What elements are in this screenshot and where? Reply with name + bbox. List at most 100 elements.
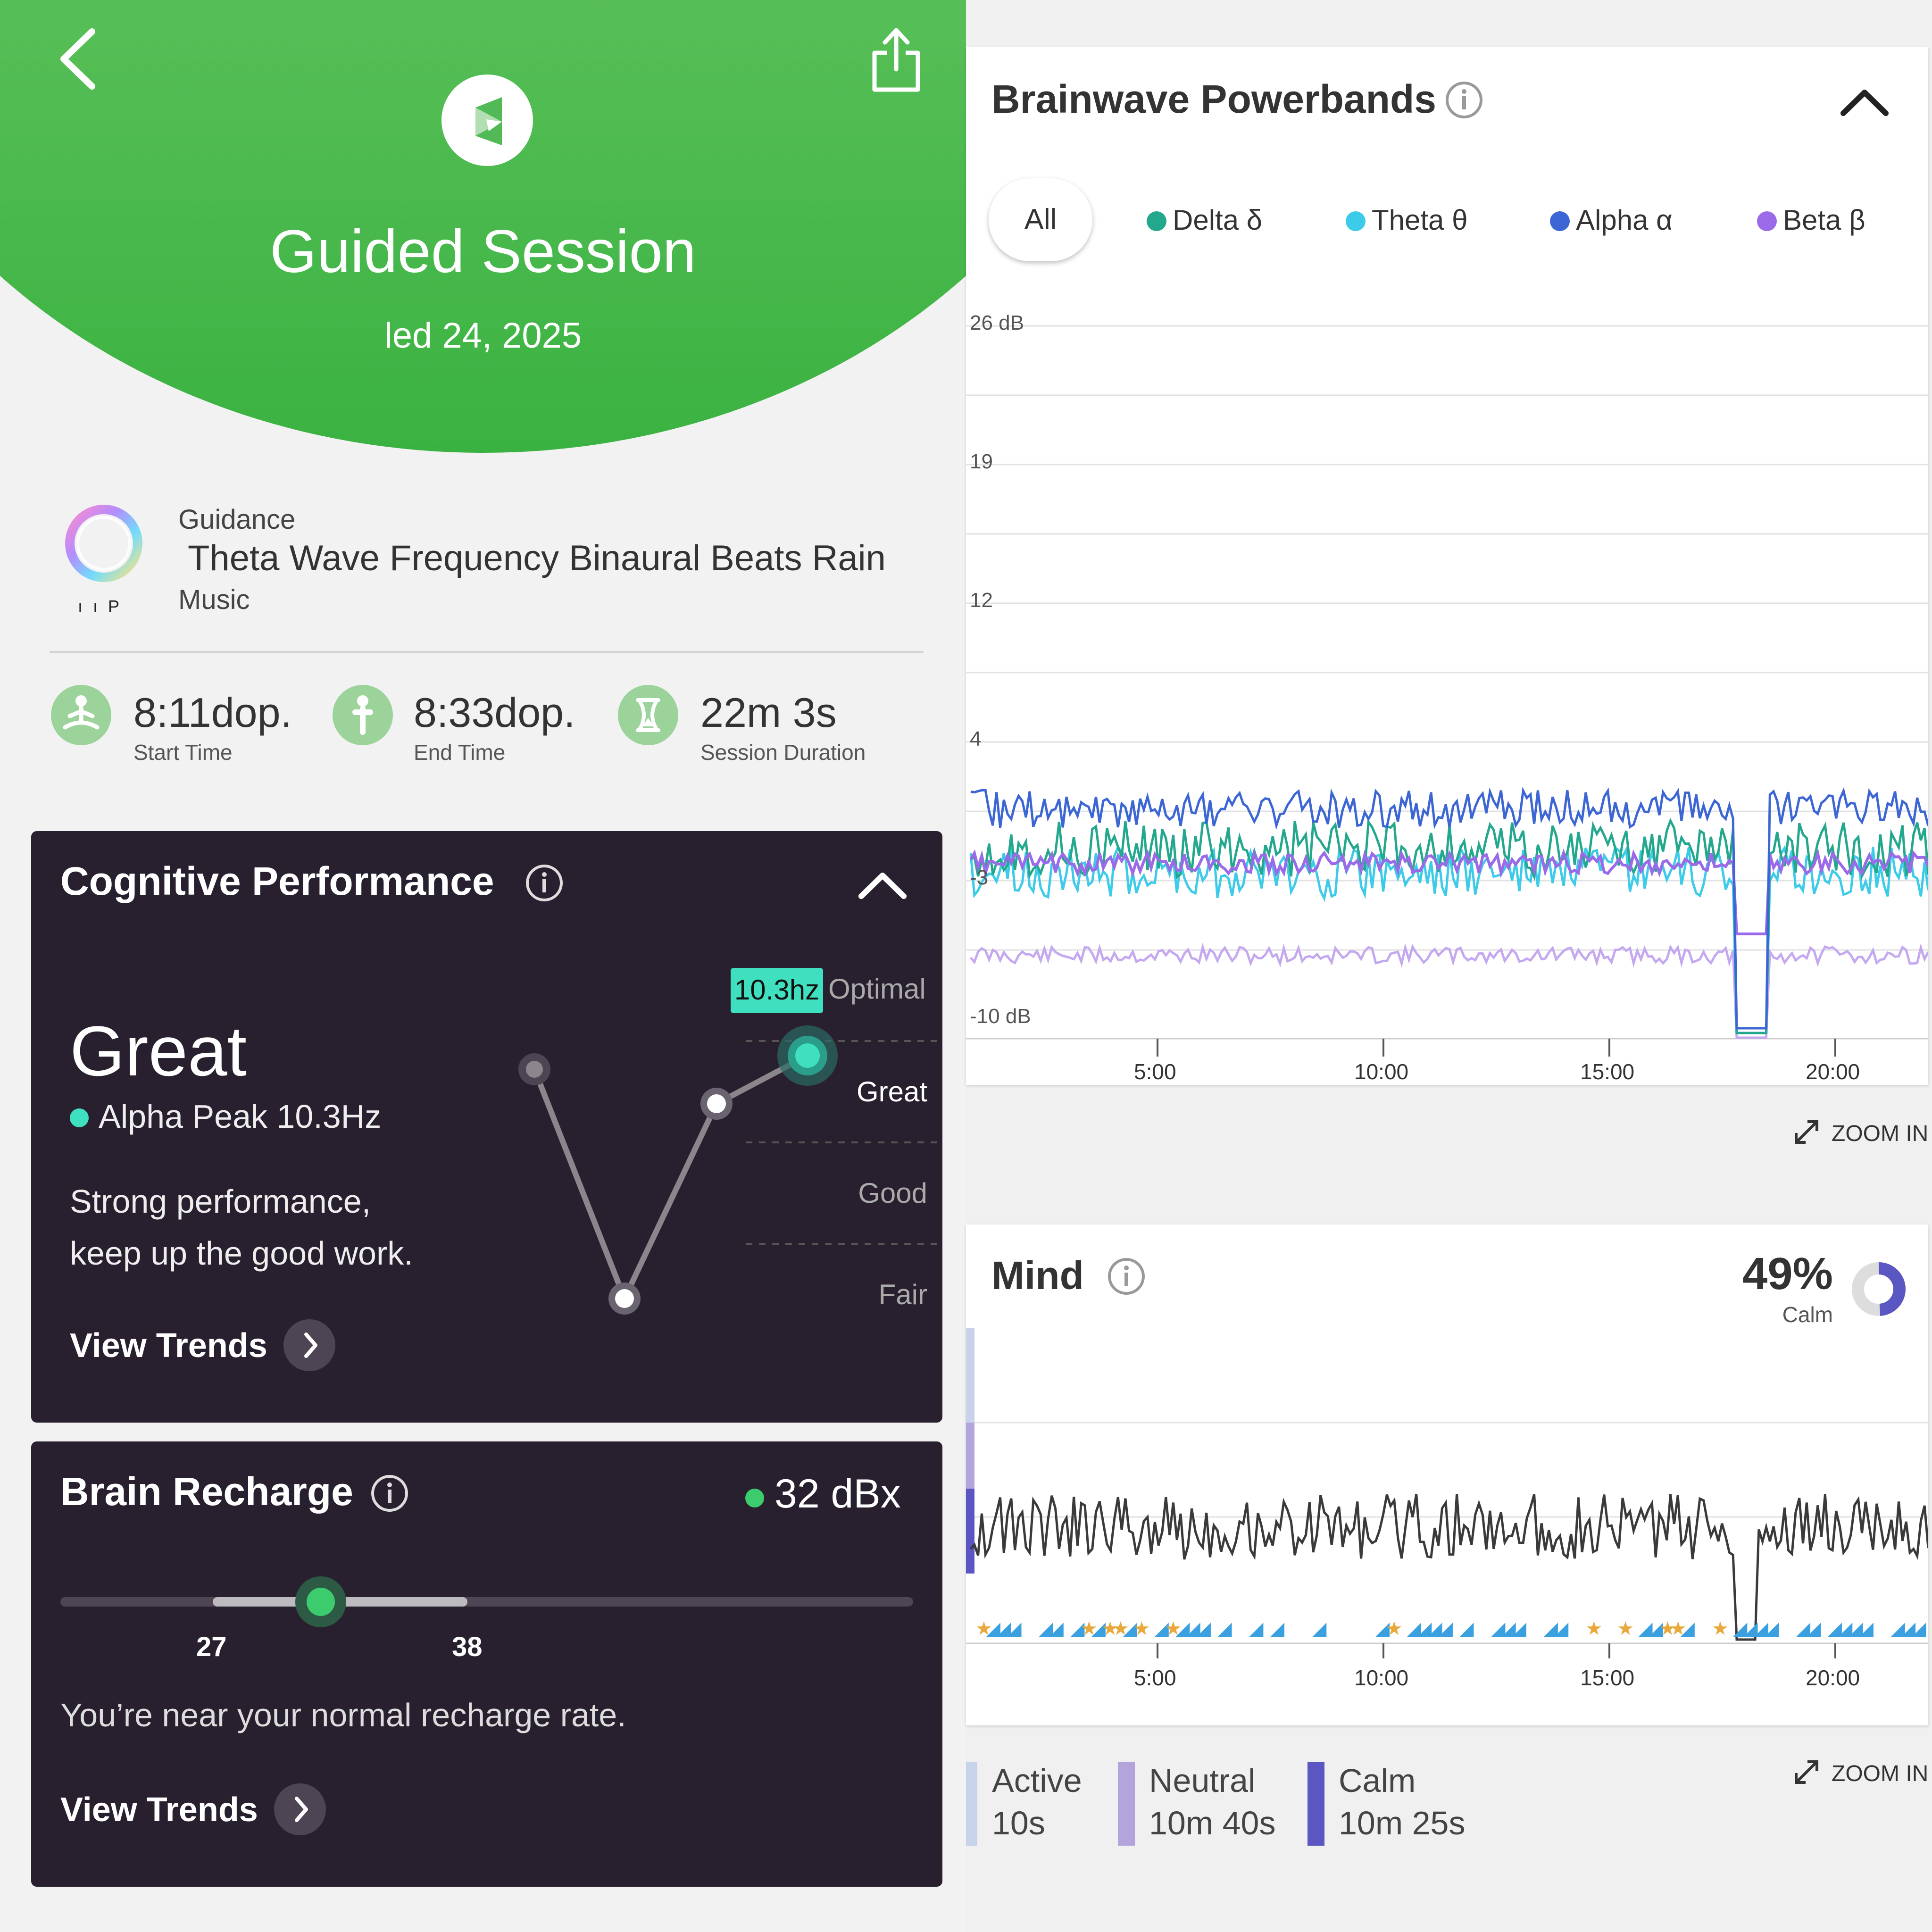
info-icon[interactable]	[1107, 1257, 1146, 1296]
brain-recharge-card: Brain Recharge 32 dBx 27 38 You’re near …	[31, 1441, 942, 1887]
bird-icon: ◢	[1270, 1618, 1284, 1640]
bird-icon: ◢	[1912, 1618, 1926, 1640]
info-icon[interactable]	[1444, 80, 1484, 120]
bird-icon: ◢	[1375, 1618, 1390, 1640]
guidance-name[interactable]: Theta Wave Frequency Binaural Beats Rain	[188, 538, 886, 578]
legend-calm-label: Calm	[1339, 1762, 1416, 1799]
alpha-peak: Alpha Peak 10.3Hz	[99, 1098, 382, 1135]
mind-percent: 49%	[1742, 1249, 1833, 1299]
y-tick-neg10: -10 dB	[970, 1005, 1031, 1028]
bird-icon: ◢	[1796, 1618, 1810, 1640]
start-time-label: Start Time	[133, 740, 233, 765]
bird-icon: ◢	[1459, 1618, 1474, 1640]
duration-value: 22m 3s	[700, 689, 837, 736]
mind-percent-label: Calm	[1782, 1302, 1833, 1327]
bird-icon: ◢	[1312, 1618, 1327, 1640]
cognitive-rating: Great	[70, 1011, 247, 1091]
recharge-dot	[745, 1489, 764, 1507]
calm-donut	[1852, 1262, 1906, 1316]
y-tick-12: 12	[970, 589, 993, 612]
star-icon: ★	[1133, 1618, 1150, 1640]
expand-icon	[1795, 1120, 1818, 1144]
level-fair: Fair	[878, 1279, 927, 1310]
bird-icon: ◢	[1827, 1618, 1842, 1640]
bird-icon: ◢	[1754, 1618, 1768, 1640]
recharge-thumb[interactable]	[295, 1576, 346, 1627]
range-low: 27	[196, 1632, 227, 1662]
powerbands-chart	[966, 325, 1928, 1057]
bird-icon: ◢	[1501, 1618, 1516, 1640]
start-time-value: 8:11dop.	[133, 689, 292, 736]
legend-swatch-calm	[1307, 1762, 1324, 1846]
x-tick: 10:00	[1354, 1666, 1409, 1690]
bird-icon: ◢	[1543, 1618, 1558, 1640]
alpha-badge: 10.3hz	[731, 968, 823, 1013]
chevron-up-icon[interactable]	[857, 869, 908, 902]
duration-label: Session Duration	[700, 740, 866, 765]
mind-trace	[970, 1493, 1928, 1641]
bird-icon: ◢	[1196, 1618, 1211, 1640]
person-icon	[333, 685, 393, 745]
guidance-label: Guidance	[178, 504, 296, 535]
bird-icon: ◢	[1070, 1618, 1085, 1640]
x-tick: 5:00	[1134, 1059, 1176, 1084]
bird-icon: ◢	[1438, 1618, 1453, 1640]
x-tick: 15:00	[1580, 1059, 1635, 1084]
session-date: led 24, 2025	[384, 316, 582, 356]
mind-legend: Active 10s Neutral 10m 40s Calm 10m 25s	[966, 1762, 1928, 1847]
star-icon: ★	[1386, 1618, 1403, 1640]
cognitive-performance-card: Cognitive Performance Great Alpha Peak 1…	[31, 831, 942, 1423]
recharge-track	[60, 1597, 913, 1607]
bird-icon: ◢	[1186, 1618, 1200, 1640]
chevron-right-icon[interactable]	[274, 1783, 326, 1835]
y-tick-4: 4	[970, 727, 982, 750]
view-trends-link[interactable]: View Trends	[60, 1791, 258, 1829]
view-trends-link[interactable]: View Trends	[70, 1327, 267, 1365]
chevron-right-icon[interactable]	[283, 1319, 335, 1371]
filter-all[interactable]: All	[989, 178, 1092, 261]
mind-chart: ★◢◢◢ ◢◢ ◢★◢★★◢★ ◢★◢◢◢ ◢ ◢ ◢ ◢ ◢★ ◢◢◢◢ ◢ ◢◢◢ ◢◢ ★ ★ ◢◢★★…	[966, 1328, 1928, 1658]
star-icon: ★	[1112, 1618, 1129, 1640]
bird-icon: ◢	[1807, 1618, 1821, 1640]
chevron-left-icon[interactable]	[52, 26, 104, 92]
theta-trace	[969, 843, 1928, 1030]
guidance-art-caption: ı ı P	[78, 597, 123, 616]
powerbands-card: Brainwave Powerbands All Delta δ Theta θ…	[966, 47, 1928, 1085]
bird-icon: ◢	[1217, 1618, 1232, 1640]
left-panel: Guided Session led 24, 2025 ı ı P Guidan…	[0, 0, 966, 1887]
bird-icon: ◢	[1765, 1618, 1779, 1640]
legend-calm-value: 10m 25s	[1339, 1805, 1466, 1841]
x-tick: 15:00	[1580, 1666, 1635, 1690]
expand-icon	[1795, 1760, 1818, 1784]
range-high: 38	[452, 1632, 483, 1662]
bird-icon: ◢	[1638, 1618, 1653, 1640]
chevron-up-icon[interactable]	[1839, 86, 1890, 119]
x-tick: 10:00	[1354, 1059, 1409, 1084]
bird-icon: ◢	[1039, 1618, 1053, 1640]
beta-light-trace	[970, 943, 1928, 1039]
bird-icon: ◢	[1491, 1618, 1506, 1640]
info-icon[interactable]	[525, 863, 564, 903]
share-icon[interactable]	[868, 25, 924, 95]
x-tick: 20:00	[1806, 1666, 1860, 1690]
alpha-trace	[970, 787, 1928, 1030]
muse-logo-icon	[441, 75, 533, 166]
guidance-type: Music	[178, 584, 250, 615]
legend-swatch-neutral	[1118, 1762, 1135, 1846]
cognitive-chart	[518, 1025, 942, 1315]
x-tick: 5:00	[1134, 1666, 1176, 1690]
star-icon: ★	[1585, 1618, 1602, 1640]
y-tick-neg3: -3	[970, 866, 989, 889]
bird-icon: ◢	[986, 1618, 1000, 1640]
info-icon[interactable]	[370, 1474, 409, 1513]
bird-icon: ◢	[1091, 1618, 1106, 1640]
divider	[50, 651, 924, 653]
star-icon: ★	[1102, 1618, 1119, 1640]
level-optimal: Optimal	[828, 973, 926, 1005]
star-icon: ★	[1670, 1618, 1687, 1640]
legend-neutral-value: 10m 40s	[1149, 1805, 1276, 1841]
star-icon: ★	[975, 1618, 992, 1640]
bird-icon: ◢	[1428, 1618, 1442, 1640]
bird-icon: ◢	[1417, 1618, 1432, 1640]
star-icon: ★	[1659, 1618, 1676, 1640]
